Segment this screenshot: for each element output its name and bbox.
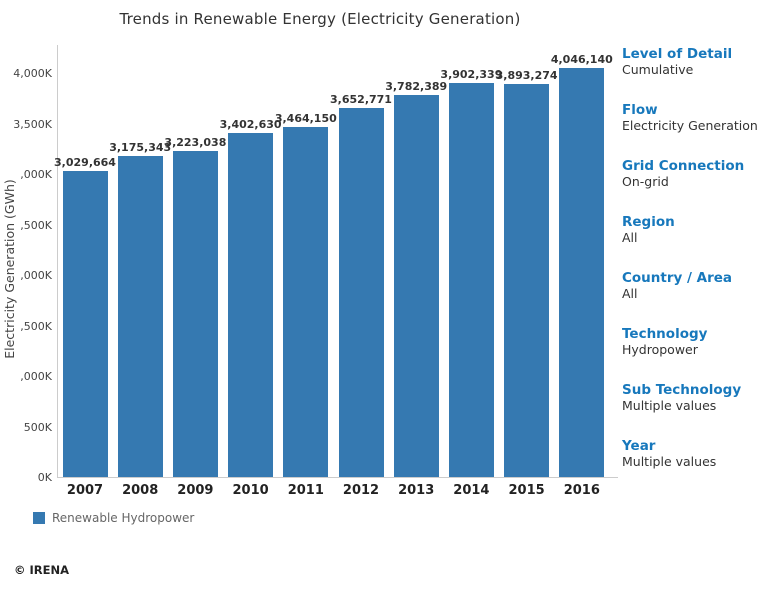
- filter-value: All: [622, 230, 638, 245]
- filter-heading: Grid Connection: [622, 158, 745, 174]
- filter-value: Electricity Generation: [622, 118, 758, 133]
- legend: Renewable Hydropower: [33, 511, 194, 525]
- bar-2012[interactable]: [338, 108, 384, 477]
- bar-value-label: 3,223,038: [164, 136, 227, 150]
- bar-2016[interactable]: [559, 68, 605, 477]
- x-axis-tick-label: 2014: [453, 483, 490, 498]
- filter-value: Multiple values: [622, 454, 717, 469]
- bar-value-label: 3,893,274: [495, 68, 558, 82]
- filter-heading: Level of Detail: [622, 46, 733, 62]
- x-axis-tick-label: 2015: [508, 483, 545, 498]
- filter-heading: Region: [622, 214, 675, 230]
- x-axis-tick-label: 2012: [342, 483, 380, 498]
- bar-value-label: 3,782,389: [385, 79, 448, 93]
- x-axis-line: [57, 477, 618, 478]
- legend-label: Renewable Hydropower: [52, 511, 195, 525]
- filter-value: Hydropower: [622, 342, 698, 357]
- filter-value: On-grid: [622, 174, 669, 189]
- bar-2009[interactable]: [172, 151, 218, 477]
- filter-heading: Year: [622, 438, 656, 454]
- bar-2010[interactable]: [228, 133, 274, 477]
- bar-value-label: 3,175,343: [109, 141, 172, 155]
- filter-section-grid-connection: Grid Connection On-grid: [622, 158, 767, 190]
- filter-value: All: [622, 286, 638, 301]
- y-axis-line: [57, 45, 58, 477]
- x-axis-tick-label: 2010: [232, 483, 269, 498]
- filter-info-panel: Level of Detail Cumulative Flow Electricity…: [622, 46, 767, 470]
- x-axis-tick-label: 2009: [177, 483, 214, 498]
- x-axis-tick-label: 2008: [122, 483, 159, 498]
- bar-value-label: 3,902,339: [440, 67, 503, 81]
- x-axis-tick-label: 2011: [287, 483, 324, 498]
- bar-2011[interactable]: [283, 127, 329, 477]
- filter-heading: Technology: [622, 326, 708, 342]
- x-axis-tick-label: 2013: [398, 483, 435, 498]
- filter-section-sub-technology: Sub Technology Multiple values: [622, 382, 767, 414]
- filter-section-technology: Technology Hydropower: [622, 326, 767, 358]
- filter-section-year: Year Multiple values: [622, 438, 767, 470]
- y-axis-tick-label: 0K: [37, 471, 52, 484]
- copyright-text: © IRENA: [14, 563, 70, 577]
- bar-value-label: 3,464,150: [274, 112, 337, 126]
- bar-value-label: 3,029,664: [54, 156, 116, 169]
- filter-heading: Flow: [622, 102, 658, 118]
- y-axis-tick-label: 4,000K: [13, 67, 52, 80]
- y-axis-tick-label: 500K: [23, 420, 52, 434]
- y-axis-title: Electricity Generation (GWh): [2, 179, 17, 359]
- bar-2014[interactable]: [448, 82, 494, 477]
- bar-2008[interactable]: [117, 156, 163, 477]
- filter-value: Cumulative: [622, 62, 694, 77]
- bar-2015[interactable]: [504, 83, 550, 477]
- bar-value-label: 3,652,771: [330, 93, 392, 107]
- bar-2013[interactable]: [393, 94, 439, 477]
- filter-section-country-area: Country / Area All: [622, 270, 767, 302]
- filter-section-region: Region All: [622, 214, 767, 246]
- filter-value: Multiple values: [622, 398, 717, 413]
- filter-heading: Country / Area: [622, 270, 733, 286]
- bar-value-label: 3,402,630: [219, 118, 282, 132]
- x-axis-tick-label: 2007: [66, 483, 104, 498]
- filter-heading: Sub Technology: [622, 382, 742, 398]
- legend-swatch-icon: [33, 512, 45, 524]
- bar-2007[interactable]: [62, 171, 108, 477]
- chart-title: Trends in Renewable Energy (Electricity …: [119, 10, 521, 28]
- x-axis-tick-label: 2016: [563, 483, 600, 498]
- filter-section-level-of-detail: Level of Detail Cumulative: [622, 46, 767, 78]
- filter-section-flow: Flow Electricity Generation: [622, 102, 767, 134]
- bar-value-label: 4,046,140: [550, 53, 613, 67]
